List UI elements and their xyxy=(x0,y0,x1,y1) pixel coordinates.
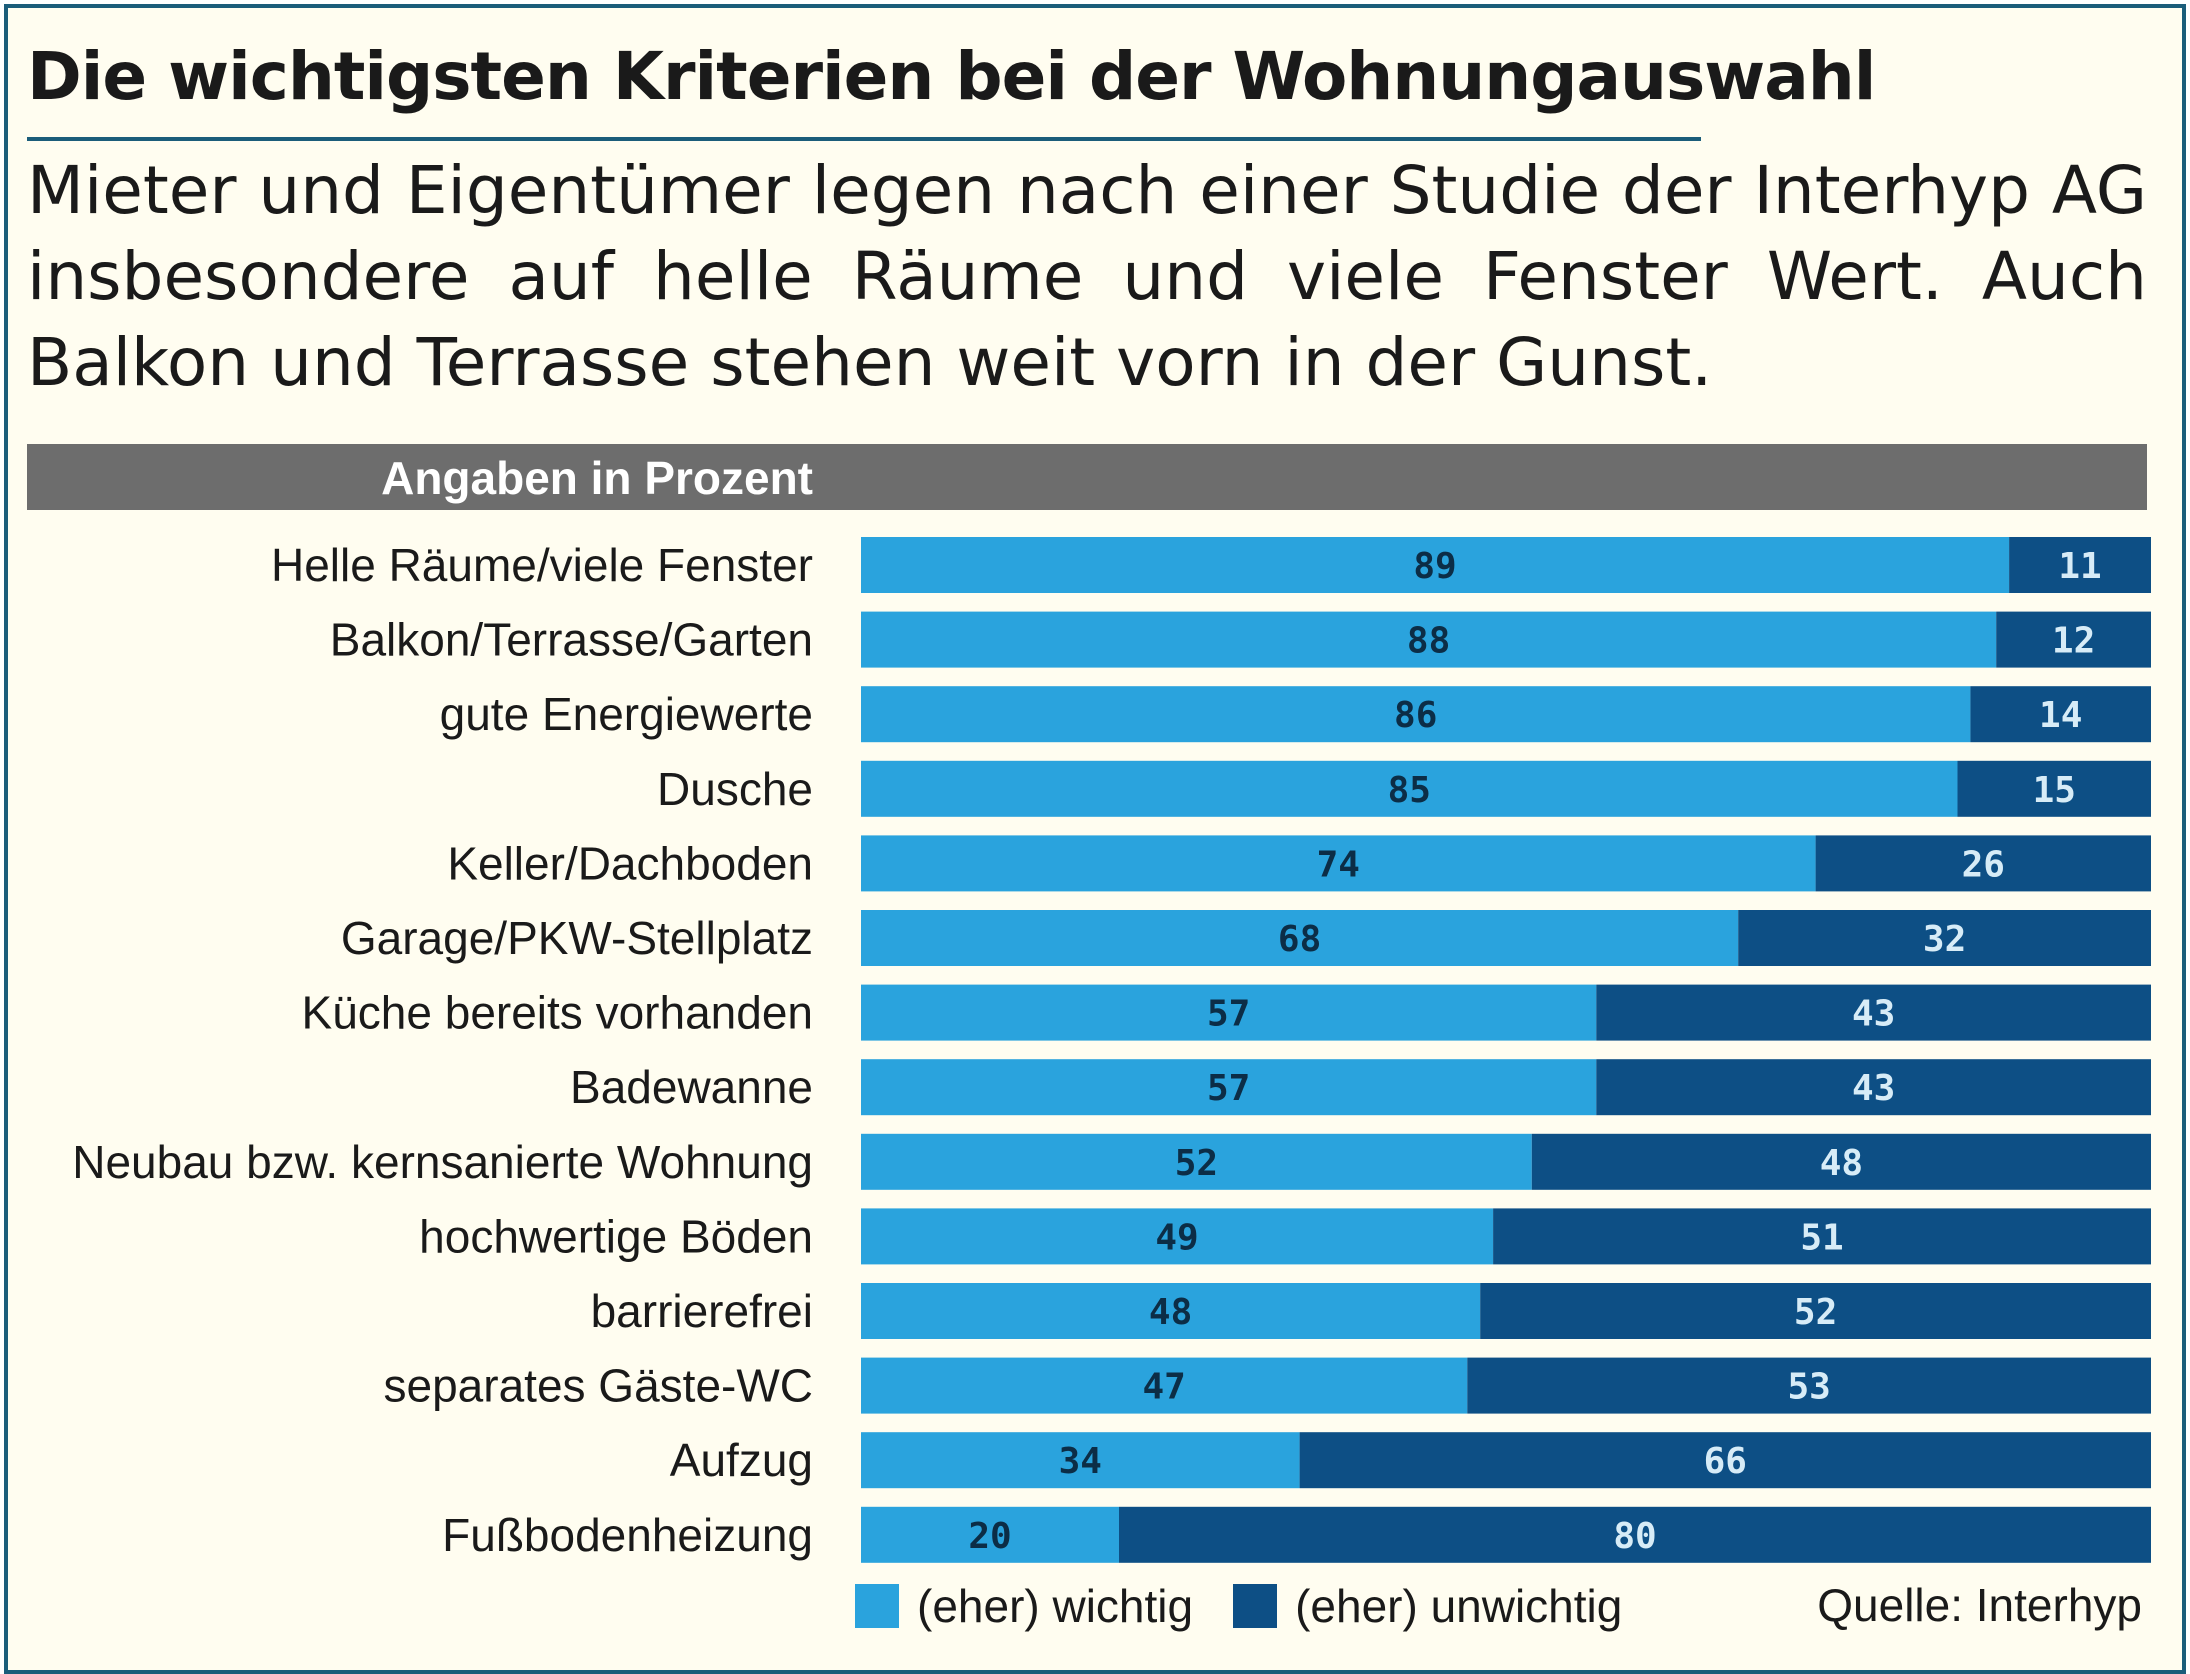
category-label-garage-pkw-stellplatz: Garage/PKW-Stellplatz xyxy=(341,912,813,964)
bar-unwichtig-fu-bodenheizung xyxy=(1119,1506,2151,1563)
unit-header-bar: Angaben in Prozent xyxy=(27,444,2147,510)
category-label-fu-bodenheizung: Fußbodenheizung xyxy=(442,1509,813,1561)
bar-wichtig-garage-pkw-stellplatz xyxy=(861,910,1739,966)
value-label-wichtig-separates-g-ste-wc: 47 xyxy=(1142,1367,1185,1408)
source-note: Quelle: Interhyp xyxy=(1817,1579,2142,1631)
legend-label-wichtig: (eher) wichtig xyxy=(917,1580,1194,1632)
bar-wichtig-dusche xyxy=(861,760,1958,817)
value-label-unwichtig-hochwertige-b-den: 51 xyxy=(1800,1217,1843,1258)
value-label-wichtig-badewanne: 57 xyxy=(1207,1068,1250,1109)
bar-unwichtig-barrierefrei xyxy=(1480,1283,2151,1339)
bar-unwichtig-badewanne xyxy=(1596,1059,2151,1116)
category-label-k-che-bereits-vorhanden: Küche bereits vorhanden xyxy=(302,987,813,1039)
bar-wichtig-separates-g-ste-wc xyxy=(861,1357,1468,1414)
legend: (eher) wichtig (eher) unwichtig xyxy=(855,1576,1662,1636)
bar-unwichtig-gute-energiewerte xyxy=(1970,686,2151,743)
value-label-wichtig-garage-pkw-stellplatz: 68 xyxy=(1278,919,1321,960)
bar-wichtig-helle-r-ume-viele-fenster xyxy=(861,537,2010,593)
value-label-unwichtig-balkon-terrasse-garten: 12 xyxy=(2052,621,2095,662)
bar-wichtig-neubau-bzw-kernsanierte-wohnung xyxy=(861,1133,1532,1190)
bar-unwichtig-balkon-terrasse-garten xyxy=(1996,611,2151,668)
value-label-wichtig-hochwertige-b-den: 49 xyxy=(1155,1217,1198,1258)
value-label-wichtig-aufzug: 34 xyxy=(1059,1441,1102,1482)
bar-unwichtig-k-che-bereits-vorhanden xyxy=(1596,984,2151,1041)
value-label-unwichtig-barrierefrei: 52 xyxy=(1794,1292,1837,1333)
value-label-wichtig-k-che-bereits-vorhanden: 57 xyxy=(1207,994,1250,1035)
category-label-barrierefrei: barrierefrei xyxy=(591,1285,813,1337)
bar-unwichtig-garage-pkw-stellplatz xyxy=(1738,910,2151,966)
value-label-wichtig-fu-bodenheizung: 20 xyxy=(968,1516,1011,1557)
chart-subtitle: Mieter und Eigentümer legen nach einer S… xyxy=(27,152,2147,401)
category-label-badewanne: Badewanne xyxy=(570,1061,813,1113)
category-label-helle-r-ume-viele-fenster: Helle Räume/viele Fenster xyxy=(271,539,813,591)
value-label-unwichtig-dusche: 15 xyxy=(2033,770,2076,811)
legend-swatch-wichtig xyxy=(855,1584,899,1628)
category-label-neubau-bzw-kernsanierte-wohnung: Neubau bzw. kernsanierte Wohnung xyxy=(72,1136,813,1188)
bar-wichtig-keller-dachboden xyxy=(861,835,1816,892)
value-label-unwichtig-helle-r-ume-viele-fenster: 11 xyxy=(2058,546,2101,587)
bar-wichtig-aufzug xyxy=(861,1432,1300,1489)
value-label-unwichtig-fu-bodenheizung: 80 xyxy=(1613,1516,1656,1557)
value-label-unwichtig-neubau-bzw-kernsanierte-wohnung: 48 xyxy=(1820,1143,1863,1184)
value-label-unwichtig-separates-g-ste-wc: 53 xyxy=(1787,1367,1830,1408)
value-label-wichtig-neubau-bzw-kernsanierte-wohnung: 52 xyxy=(1175,1143,1218,1184)
legend-label-unwichtig: (eher) unwichtig xyxy=(1295,1580,1623,1632)
bar-wichtig-balkon-terrasse-garten xyxy=(861,611,1997,668)
category-label-dusche: Dusche xyxy=(657,763,813,815)
bar-wichtig-fu-bodenheizung xyxy=(861,1506,1119,1563)
category-label-aufzug: Aufzug xyxy=(670,1434,813,1486)
category-label-gute-energiewerte: gute Energiewerte xyxy=(440,688,813,740)
bar-unwichtig-helle-r-ume-viele-fenster xyxy=(2009,537,2151,593)
value-label-wichtig-dusche: 85 xyxy=(1388,770,1431,811)
bar-unwichtig-keller-dachboden xyxy=(1815,835,2151,892)
category-label-keller-dachboden: Keller/Dachboden xyxy=(447,837,813,889)
value-label-wichtig-helle-r-ume-viele-fenster: 89 xyxy=(1413,546,1456,587)
bar-unwichtig-separates-g-ste-wc xyxy=(1467,1357,2151,1414)
value-label-unwichtig-aufzug: 66 xyxy=(1704,1441,1747,1482)
chart-title: Die wichtigsten Kriterien bei der Wohnun… xyxy=(27,38,1876,115)
value-label-unwichtig-k-che-bereits-vorhanden: 43 xyxy=(1852,994,1895,1035)
bar-wichtig-k-che-bereits-vorhanden xyxy=(861,984,1597,1041)
bar-unwichtig-dusche xyxy=(1957,760,2151,817)
value-label-unwichtig-garage-pkw-stellplatz: 32 xyxy=(1923,919,1966,960)
bar-wichtig-badewanne xyxy=(861,1059,1597,1116)
value-label-wichtig-keller-dachboden: 74 xyxy=(1317,844,1360,885)
value-label-wichtig-gute-energiewerte: 86 xyxy=(1394,695,1437,736)
category-label-separates-g-ste-wc: separates Gäste-WC xyxy=(384,1360,813,1412)
legend-swatch-unwichtig xyxy=(1233,1584,1278,1628)
value-label-wichtig-barrierefrei: 48 xyxy=(1149,1292,1192,1333)
bar-wichtig-barrierefrei xyxy=(861,1283,1481,1339)
bar-wichtig-hochwertige-b-den xyxy=(861,1208,1494,1265)
category-label-hochwertige-b-den: hochwertige Böden xyxy=(419,1210,813,1262)
value-label-unwichtig-keller-dachboden: 26 xyxy=(1962,844,2005,885)
bar-unwichtig-aufzug xyxy=(1299,1432,2151,1489)
category-label-balkon-terrasse-garten: Balkon/Terrasse/Garten xyxy=(330,614,813,666)
unit-label: Angaben in Prozent xyxy=(381,452,813,504)
bar-wichtig-gute-energiewerte xyxy=(861,686,1971,743)
value-label-unwichtig-gute-energiewerte: 14 xyxy=(2039,695,2082,736)
bar-unwichtig-hochwertige-b-den xyxy=(1493,1208,2151,1265)
value-label-unwichtig-badewanne: 43 xyxy=(1852,1068,1895,1109)
title-underline xyxy=(27,137,1701,141)
value-label-wichtig-balkon-terrasse-garten: 88 xyxy=(1407,621,1450,662)
bar-unwichtig-neubau-bzw-kernsanierte-wohnung xyxy=(1531,1133,2151,1190)
